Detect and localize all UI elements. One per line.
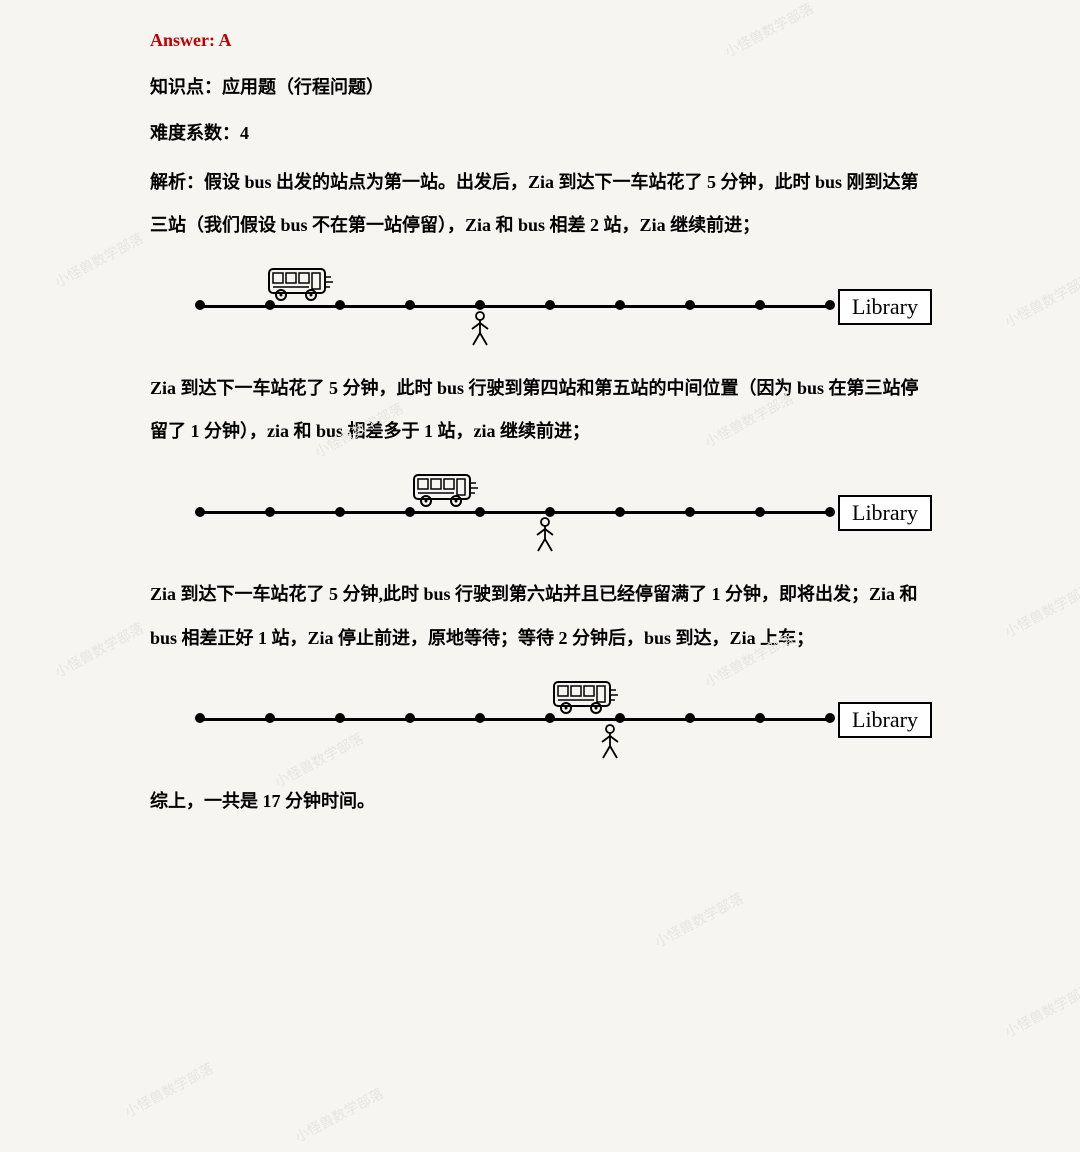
bus-stop <box>335 300 345 310</box>
knowledge-point: 知识点：应用题（行程问题） <box>150 69 930 107</box>
bus-stop <box>405 713 415 723</box>
watermark: 小怪兽数学部落 <box>51 228 147 292</box>
bus-stop <box>195 300 205 310</box>
bus-stop <box>615 300 625 310</box>
diagram-2: Library <box>190 463 930 553</box>
person-icon <box>470 311 490 347</box>
bus-stop <box>405 300 415 310</box>
bus-stop <box>825 507 835 517</box>
analysis-para-2: Zia 到达下一车站花了 5 分钟，此时 bus 行驶到第四站和第五站的中间位置… <box>150 367 930 453</box>
answer-label: Answer: A <box>150 30 930 51</box>
watermark: 小怪兽数学部落 <box>51 618 147 682</box>
bus-stop <box>265 713 275 723</box>
watermark: 小怪兽数学部落 <box>291 1083 387 1147</box>
track-line <box>200 511 830 514</box>
library-label: Library <box>838 495 932 531</box>
bus-stop <box>685 713 695 723</box>
watermark: 小怪兽数学部落 <box>651 888 747 952</box>
bus-icon <box>410 469 480 509</box>
library-label: Library <box>838 289 932 325</box>
bus-stop <box>545 507 555 517</box>
bus-stop <box>615 507 625 517</box>
diagram-1: Library <box>190 257 930 347</box>
bus-icon <box>265 263 335 303</box>
difficulty-level: 难度系数：4 <box>150 115 930 153</box>
bus-stop <box>755 713 765 723</box>
person-icon <box>600 724 620 760</box>
bus-stop <box>195 713 205 723</box>
analysis-para-3: Zia 到达下一车站花了 5 分钟,此时 bus 行驶到第六站并且已经停留满了 … <box>150 573 930 659</box>
bus-stop <box>685 300 695 310</box>
library-label: Library <box>838 702 932 738</box>
watermark: 小怪兽数学部落 <box>1001 978 1080 1042</box>
bus-stop <box>545 300 555 310</box>
bus-stop <box>475 713 485 723</box>
track-line <box>200 718 830 721</box>
watermark: 小怪兽数学部落 <box>1001 268 1080 332</box>
bus-stop <box>685 507 695 517</box>
analysis-para-1: 解析：假设 bus 出发的站点为第一站。出发后，Zia 到达下一车站花了 5 分… <box>150 161 930 247</box>
conclusion: 综上，一共是 17 分钟时间。 <box>150 780 930 823</box>
bus-stop <box>755 507 765 517</box>
bus-stop <box>825 300 835 310</box>
bus-stop <box>335 507 345 517</box>
bus-stop <box>755 300 765 310</box>
bus-stop <box>475 300 485 310</box>
watermark: 小怪兽数学部落 <box>1001 578 1080 642</box>
bus-icon <box>550 676 620 716</box>
bus-stop <box>195 507 205 517</box>
watermark: 小怪兽数学部落 <box>121 1058 217 1122</box>
person-icon <box>535 517 555 553</box>
bus-stop <box>335 713 345 723</box>
diagram-3: Library <box>190 670 930 760</box>
bus-stop <box>825 713 835 723</box>
bus-stop <box>265 507 275 517</box>
